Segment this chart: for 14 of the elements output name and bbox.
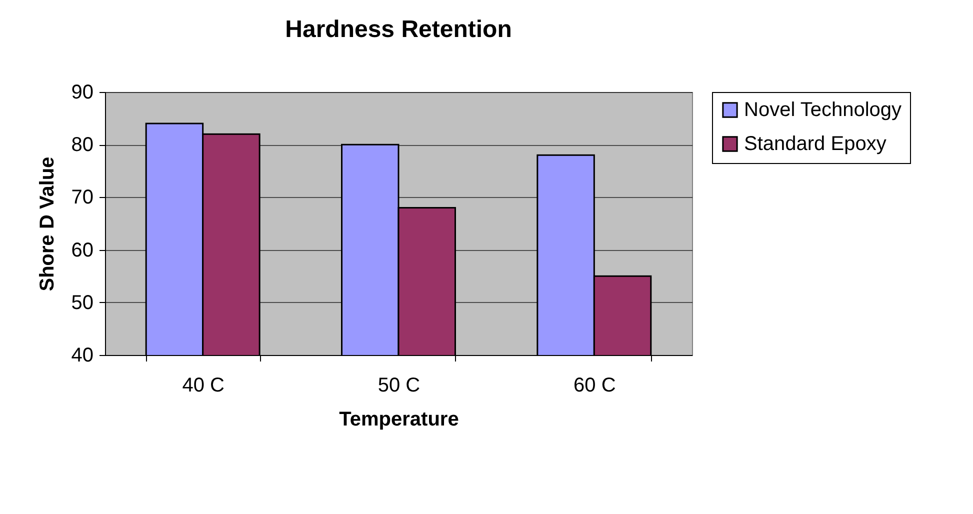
legend-label: Standard Epoxy bbox=[744, 133, 886, 155]
y-tick-label: 40 bbox=[71, 344, 94, 366]
y-tick-label: 80 bbox=[71, 134, 94, 156]
legend-label: Novel Technology bbox=[744, 99, 902, 121]
y-tick-label: 70 bbox=[71, 186, 94, 209]
x-tick-label: 60 C bbox=[574, 374, 616, 396]
x-tick-label: 50 C bbox=[378, 374, 420, 396]
y-tick-label: 60 bbox=[71, 239, 94, 262]
x-tick-label: 40 C bbox=[182, 374, 224, 396]
x-axis-title: Temperature bbox=[339, 408, 459, 430]
chart-title: Hardness Retention bbox=[285, 16, 512, 43]
y-axis-title: Shore D Value bbox=[36, 156, 58, 292]
y-tick-label: 90 bbox=[71, 82, 94, 104]
y-tick-label: 50 bbox=[71, 292, 94, 314]
